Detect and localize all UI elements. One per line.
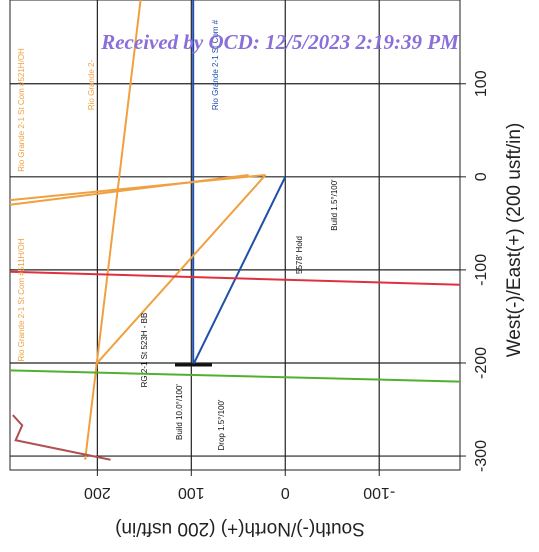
y-tick-label: -100 (473, 254, 490, 286)
y-tick-label: 100 (473, 70, 490, 97)
y-tick-label: -300 (473, 440, 490, 472)
x-tick-label: -100 (363, 484, 395, 501)
annotation: Build 10.0°/100' (175, 384, 184, 440)
series-line (9, 369, 461, 383)
series-line (9, 270, 461, 286)
series-line (12, 414, 111, 461)
y-tick-label: -200 (473, 347, 490, 379)
annotation: Rio Grande 2- (87, 60, 96, 111)
watermark: Received by OCD: 12/5/2023 2:19:39 PM (100, 30, 460, 54)
series-line (9, 173, 266, 202)
annotation: Build 1.5°/100' (330, 179, 339, 231)
y-axis-label: West(-)/East(+) (200 usft/in) (504, 123, 525, 358)
annotation: Rio Grande 2-1 St Com # (211, 19, 220, 110)
annotation: Rio Grande 2-1 St Com #521H/OH (17, 48, 26, 172)
x-tick-label: 0 (281, 484, 290, 501)
x-tick-label: 200 (84, 484, 111, 501)
series-line (84, 0, 142, 460)
annotation: RG 2-1 St 523H - BB (140, 313, 149, 388)
x-tick-label: 100 (178, 484, 205, 501)
y-tick-label: 0 (473, 172, 490, 181)
annotation: 5578' Hold (295, 236, 304, 274)
annotation: Drop 1.5°/100' (217, 399, 226, 450)
annotation: Rio Grande 2-1 St Com #511H/OH (17, 238, 26, 361)
series-line (192, 0, 287, 366)
plot-frame (9, 0, 461, 471)
x-axis-label: South(-)/North(+) (200 usft/in) (115, 518, 365, 539)
series-line (9, 173, 249, 206)
series-line (94, 174, 267, 366)
